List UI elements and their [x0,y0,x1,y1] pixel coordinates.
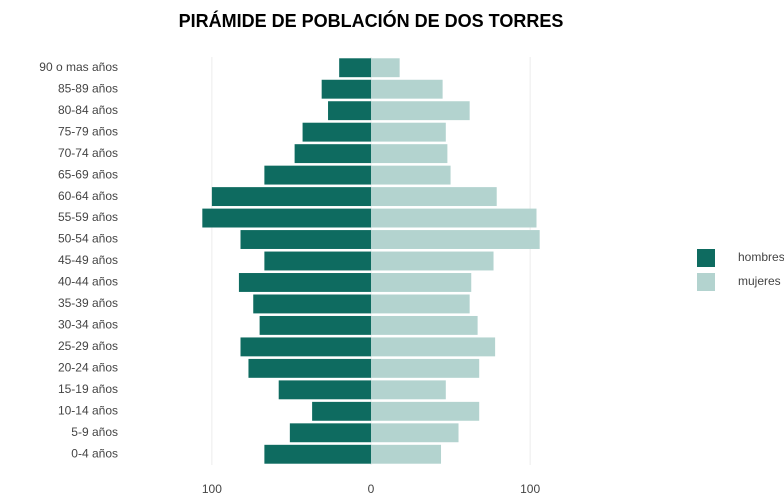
y-tick-label: 25-29 años [58,339,118,353]
bar [371,122,446,142]
legend-label: mujeres [738,274,781,288]
legend-key [697,249,715,267]
bar [371,251,494,271]
x-tick-label: 100 [520,482,540,496]
bar [371,337,496,357]
y-tick-label: 10-14 años [58,403,118,417]
bar [264,165,371,185]
y-tick-label: 35-39 años [58,296,118,310]
bar [371,187,497,207]
y-tick-label: 40-44 años [58,275,118,289]
x-tick-label: 100 [202,482,222,496]
bar [371,273,472,292]
y-tick-label: 90 o mas años [39,60,118,74]
bar [328,101,371,121]
y-tick-label: 70-74 años [58,146,118,160]
y-tick-label: 80-84 años [58,103,118,117]
legend-key [697,273,715,291]
bar [202,208,371,228]
y-tick-label: 65-69 años [58,167,118,181]
y-tick-label: 20-24 años [58,361,118,375]
y-tick-label: 75-79 años [58,124,118,138]
bar [371,444,442,464]
bar [371,423,459,443]
y-tick-label: 15-19 años [58,382,118,396]
bar [371,208,537,228]
bar [339,58,371,78]
y-tick-label: 0-4 años [71,446,118,460]
x-tick-label: 0 [368,482,375,496]
bar [211,187,371,207]
bar [321,79,371,99]
y-tick-label: 30-34 años [58,318,118,332]
chart-title: PIRÁMIDE DE POBLACIÓN DE DOS TORRES [179,10,564,31]
bar [371,358,480,378]
y-tick-label: 60-64 años [58,189,118,203]
legend-label: hombres [738,250,784,264]
bar [248,358,371,378]
bar [371,165,451,185]
bar [371,401,480,421]
bar [371,101,470,121]
bar [302,122,371,142]
bar [371,144,448,164]
bar [264,251,371,271]
y-tick-label: 50-54 años [58,232,118,246]
bar [371,294,470,314]
bar [253,294,371,314]
bar [371,315,478,335]
bar [371,230,540,249]
y-tick-label: 45-49 años [58,253,118,267]
y-tick-label: 55-59 años [58,210,118,224]
bar [294,144,371,164]
bar [238,273,371,292]
y-tick-label: 85-89 años [58,81,118,95]
bar [240,337,371,357]
bar [289,423,371,443]
bar [240,230,371,249]
bar [371,380,446,400]
bar [371,58,400,78]
y-tick-label: 5-9 años [71,425,118,439]
bar [264,444,371,464]
bar [371,79,443,99]
bar [278,380,371,400]
bar [312,401,371,421]
bar [259,315,371,335]
